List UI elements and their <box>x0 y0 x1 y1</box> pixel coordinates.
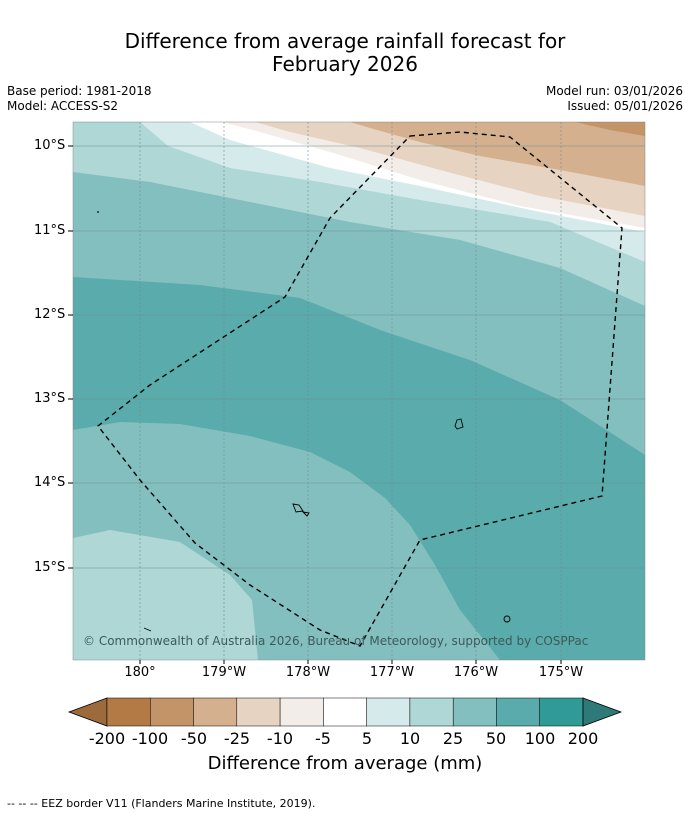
colorbar-swatch <box>409 697 454 727</box>
colorbar-tick: -50 <box>180 729 208 748</box>
colorbar-tick: -25 <box>223 729 251 748</box>
colorbar-swatch <box>236 697 281 727</box>
lon-label: 179°W <box>201 665 247 680</box>
lon-label: 176°W <box>453 665 499 680</box>
colorbar-tick: 200 <box>567 729 599 748</box>
model-run: Model run: 03/01/2026 <box>545 84 683 98</box>
colorbar-swatches <box>67 697 623 727</box>
eez-border <box>97 131 623 647</box>
copyright-notice: © Commonwealth of Australia 2026, Bureau… <box>83 634 589 648</box>
title-line-1: Difference from average rainfall forecas… <box>124 29 566 53</box>
issued-date: Issued: 05/01/2026 <box>567 99 683 113</box>
chart-title: Difference from average rainfall forecas… <box>0 30 690 76</box>
base-period: Base period: 1981-2018 <box>7 84 152 98</box>
colorbar-swatch <box>452 697 497 727</box>
lon-label: 177°W <box>369 665 415 680</box>
lat-label: 14°S <box>34 475 66 490</box>
region-brown-mid <box>350 122 645 186</box>
colorbar-arrow-high <box>582 697 623 727</box>
region-teal-light-south <box>73 530 258 660</box>
colorbar-label: Difference from average (mm) <box>207 753 483 774</box>
island-4 <box>503 615 511 623</box>
colorbar-tick: -100 <box>131 729 169 748</box>
colorbar-swatch <box>366 697 411 727</box>
colorbar-swatch <box>106 697 151 727</box>
island-2 <box>292 503 304 513</box>
map-fill-regions <box>73 122 645 660</box>
model-name: Model: ACCESS-S2 <box>7 99 119 113</box>
colorbar-tick: -5 <box>315 729 331 748</box>
colorbar-tick: 100 <box>524 729 556 748</box>
colorbar-swatch <box>279 697 324 727</box>
island-5 <box>97 211 99 213</box>
lat-label: 10°S <box>34 138 66 153</box>
footer-note: -- -- -- EEZ border V11 (Flanders Marine… <box>7 797 316 810</box>
meta-right: Model run: 03/01/2026 Issued: 05/01/2026 <box>546 84 683 114</box>
lat-label: 12°S <box>34 307 66 322</box>
region-brown-dark <box>575 122 645 136</box>
lat-label: 11°S <box>34 223 66 238</box>
colorbar-tick: -200 <box>88 729 126 748</box>
lon-label: 180° <box>124 665 156 680</box>
lon-label: 178°W <box>285 665 331 680</box>
colorbar-swatch <box>323 697 367 727</box>
map-frame <box>72 121 646 661</box>
island-1 <box>454 418 464 430</box>
tick-marks <box>68 145 562 664</box>
island-6 <box>143 627 152 632</box>
colorbar-tick: -10 <box>266 729 294 748</box>
colorbar-swatch <box>539 697 584 727</box>
title-line-2: February 2026 <box>272 52 418 76</box>
lon-label: 175°W <box>538 665 584 680</box>
colorbar-tick: 25 <box>442 729 464 748</box>
colorbar-arrow-low <box>67 697 108 727</box>
meta-left: Base period: 1981-2018 Model: ACCESS-S2 <box>7 84 152 114</box>
lat-label: 13°S <box>34 391 66 406</box>
colorbar-swatch <box>496 697 540 727</box>
lat-label: 15°S <box>34 560 66 575</box>
colorbar-tick: 10 <box>399 729 421 748</box>
colorbar-swatch <box>193 697 238 727</box>
colorbar-swatch <box>150 697 194 727</box>
colorbar-tick: 5 <box>361 729 373 748</box>
island-3 <box>301 511 310 517</box>
colorbar-tick: 50 <box>485 729 507 748</box>
gridlines <box>73 122 645 660</box>
